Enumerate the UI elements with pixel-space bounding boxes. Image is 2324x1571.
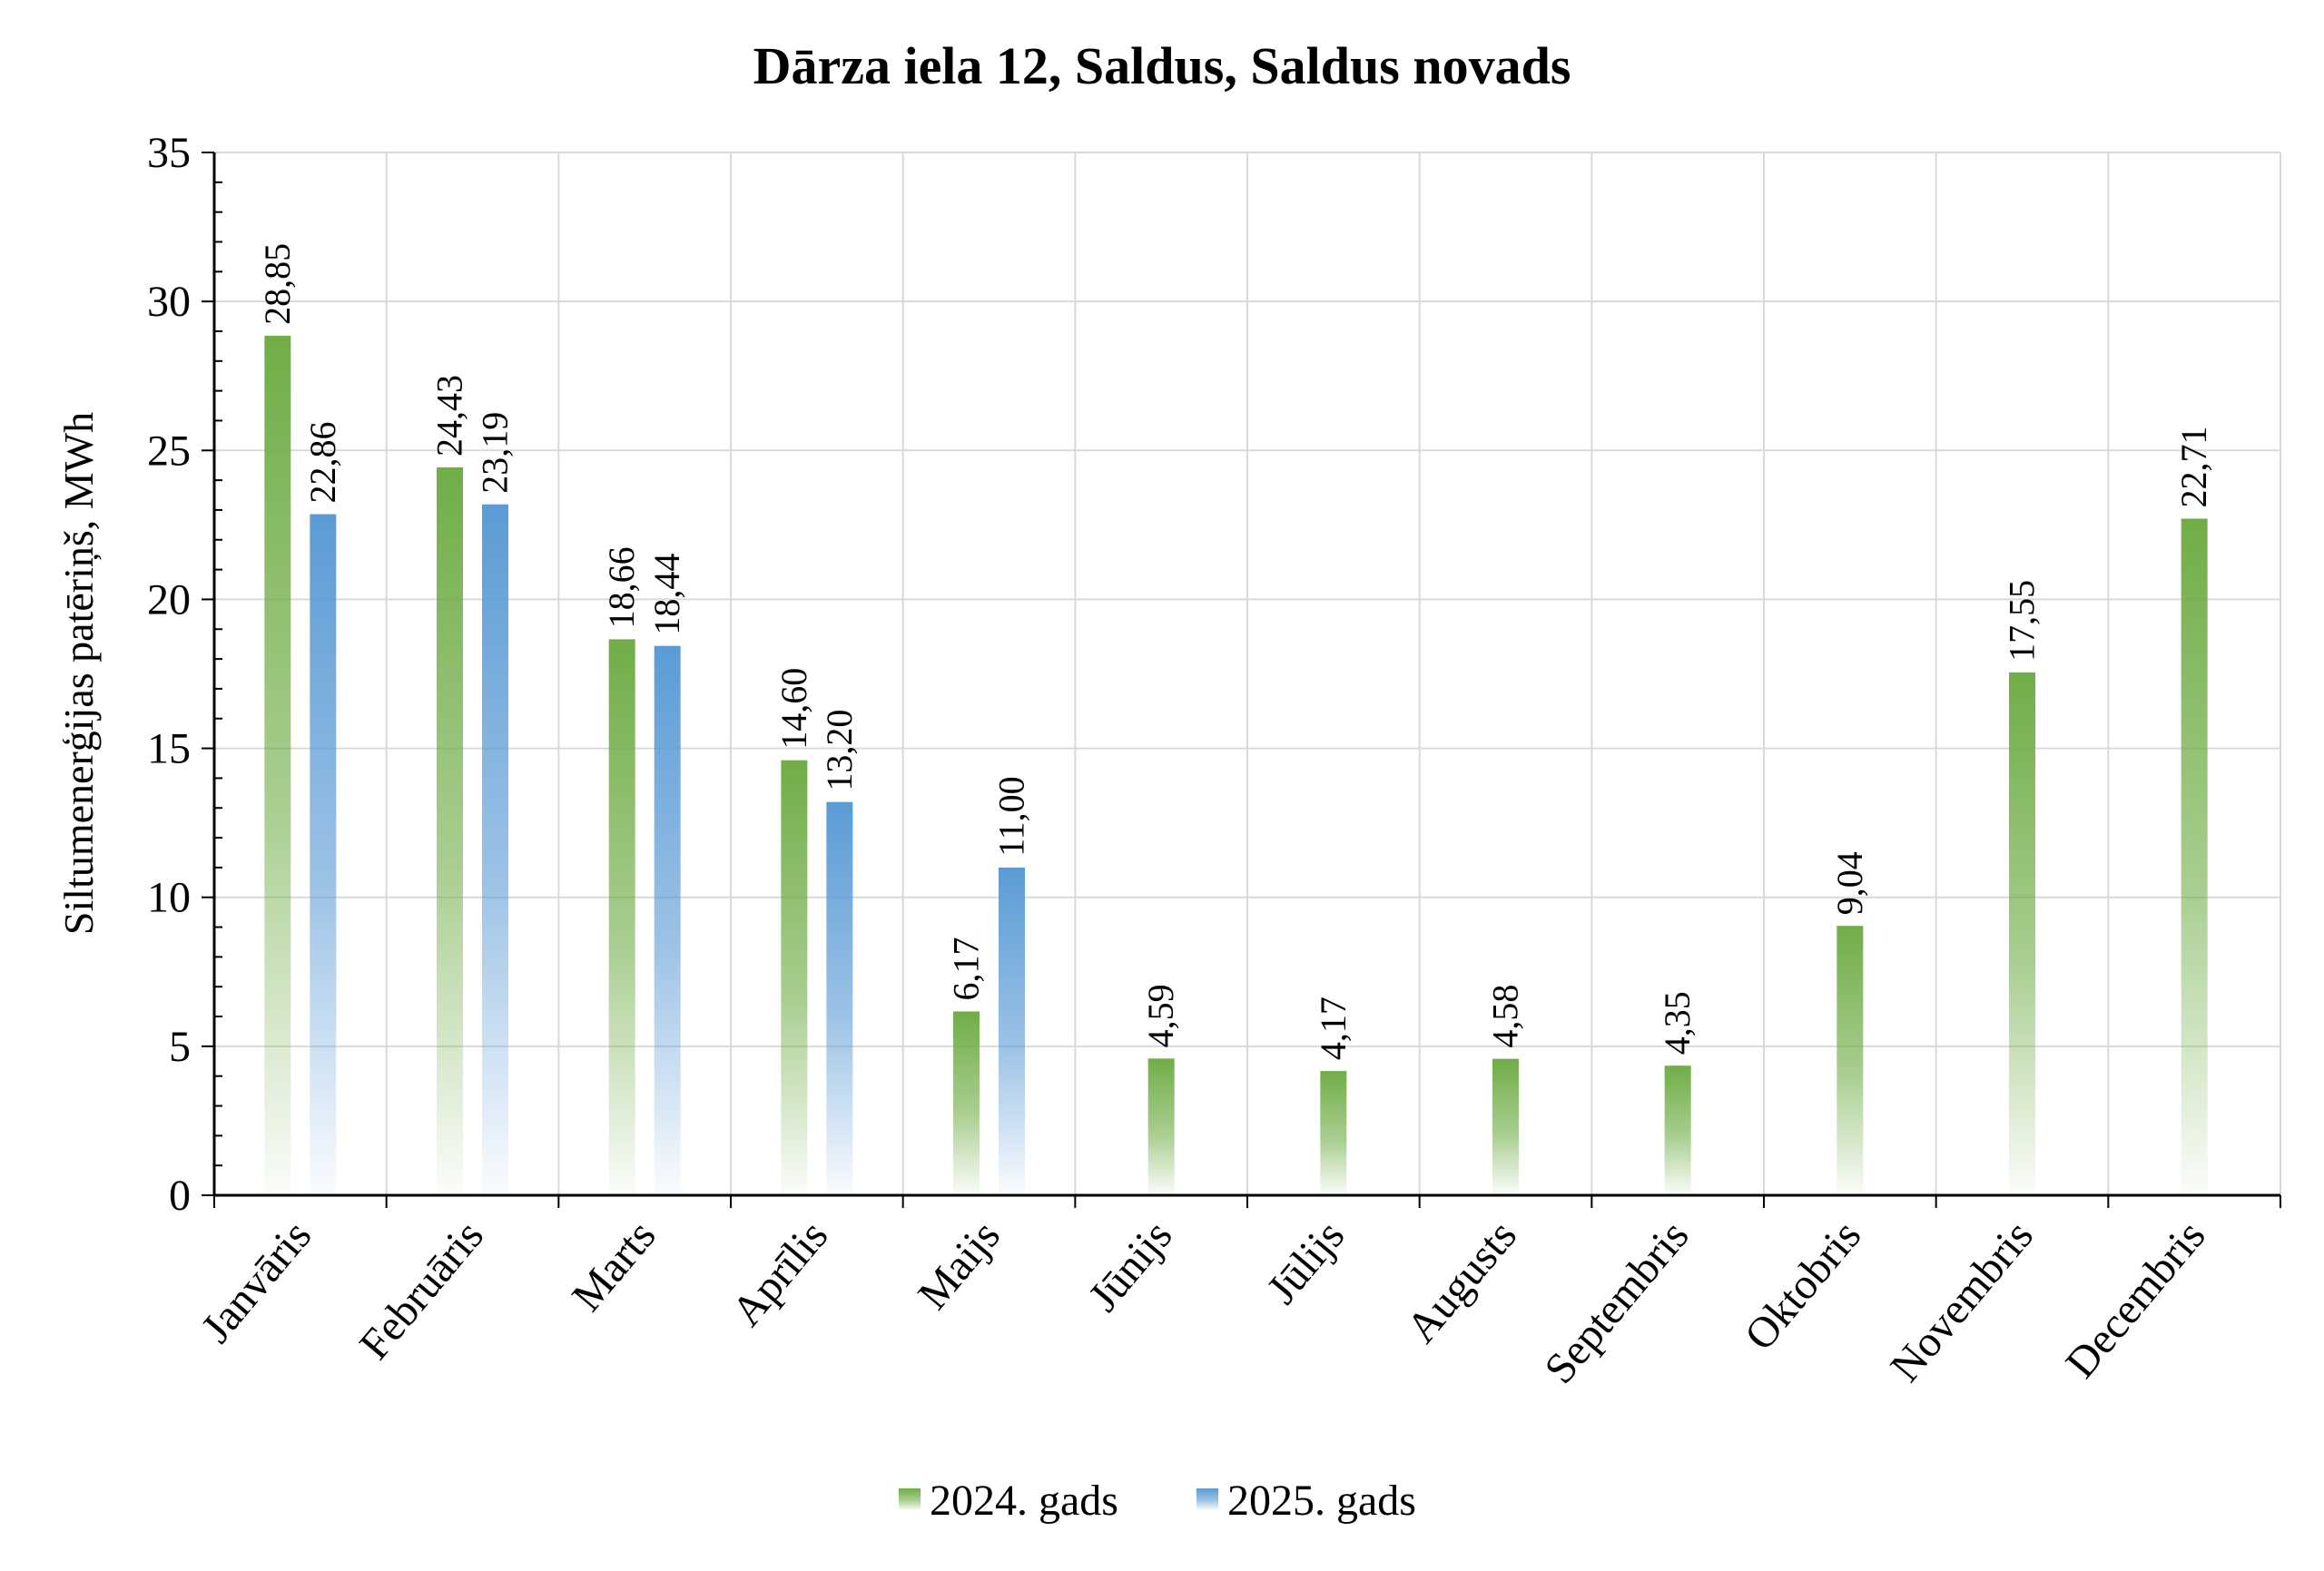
x-tick-label: Decembris xyxy=(2056,1212,2214,1387)
y-tick-label: 5 xyxy=(169,1023,191,1071)
data-label: 18,44 xyxy=(646,554,687,635)
x-tick-label: Janvāris xyxy=(192,1212,321,1352)
bar-2024 xyxy=(2181,518,2208,1195)
data-label: 11,00 xyxy=(991,776,1032,857)
bar-2025 xyxy=(654,645,681,1195)
bar-2024 xyxy=(1492,1058,1519,1195)
data-label: 13,20 xyxy=(819,710,860,791)
data-label: 22,71 xyxy=(2173,426,2214,507)
y-tick-label: 10 xyxy=(147,874,191,922)
bar-2024 xyxy=(437,466,463,1195)
data-label: 17,55 xyxy=(2002,580,2043,662)
x-tick-label: Jūnijs xyxy=(1079,1212,1182,1321)
x-tick-label: Oktobris xyxy=(1736,1212,1871,1360)
data-label: 14,60 xyxy=(773,668,814,750)
y-tick-label: 0 xyxy=(169,1172,191,1220)
data-label: 6,17 xyxy=(946,937,987,1000)
bar-2024 xyxy=(264,335,291,1195)
bar-2024 xyxy=(1147,1058,1175,1195)
data-label: 4,35 xyxy=(1657,991,1698,1055)
x-tick-label: Augusts xyxy=(1397,1212,1526,1352)
bar-2025 xyxy=(482,504,508,1195)
data-label: 18,66 xyxy=(601,546,642,628)
y-tick-label: 20 xyxy=(147,575,191,623)
bar-2025 xyxy=(310,514,337,1195)
bar-2024 xyxy=(953,1011,980,1195)
data-label: 23,19 xyxy=(475,412,516,494)
y-tick-label: 30 xyxy=(147,278,191,326)
x-tick-label: Februāris xyxy=(350,1212,493,1369)
data-label: 4,58 xyxy=(1485,985,1526,1048)
bar-2024 xyxy=(1837,926,1864,1195)
x-tick-label: Jūlijs xyxy=(1257,1212,1354,1313)
data-label: 28,85 xyxy=(257,243,298,325)
gridlines xyxy=(214,152,2281,1195)
data-label: 24,43 xyxy=(429,375,470,457)
bar-2025 xyxy=(999,867,1025,1195)
data-label: 4,17 xyxy=(1313,997,1354,1060)
bar-2025 xyxy=(826,801,853,1195)
bar-2024 xyxy=(1664,1065,1691,1195)
legend-swatch xyxy=(899,1488,921,1510)
bar-2024 xyxy=(608,639,635,1195)
y-axis-label: Siltumenerģijas patēriņš, MWh xyxy=(55,412,102,935)
axes: Janvāris Februāris Marts Aprīlis Maijs Jūnijs… xyxy=(147,129,2281,1393)
data-label: 9,04 xyxy=(1829,851,1870,915)
x-tick-label: Marts xyxy=(563,1212,665,1321)
legend: 2024. gads 2025. gads xyxy=(899,1477,1416,1525)
bar-2024 xyxy=(2009,672,2035,1195)
legend-label: 2024. gads xyxy=(930,1477,1118,1525)
bar-2024 xyxy=(781,760,808,1195)
legend-swatch xyxy=(1196,1488,1218,1510)
bars: 28,85 22,86 24,43 23,19 18,66 18,44 14,6013,20… xyxy=(257,243,2214,1195)
legend-label: 2025. gads xyxy=(1227,1477,1416,1525)
x-tick-label: Septembris xyxy=(1535,1212,1698,1393)
data-label: 4,59 xyxy=(1140,984,1181,1047)
data-label: 22,86 xyxy=(302,422,343,504)
x-tick-label: Maijs xyxy=(909,1212,1009,1319)
chart-title: Dārza iela 12, Saldus, Saldus novads xyxy=(753,36,1571,95)
y-tick-label: 15 xyxy=(147,725,191,773)
y-tick-label: 25 xyxy=(147,427,191,475)
y-tick-label: 35 xyxy=(147,129,191,177)
bar-2024 xyxy=(1320,1071,1347,1195)
x-tick-label: Novembris xyxy=(1881,1212,2043,1390)
x-tick-label: Aprīlis xyxy=(723,1212,837,1335)
